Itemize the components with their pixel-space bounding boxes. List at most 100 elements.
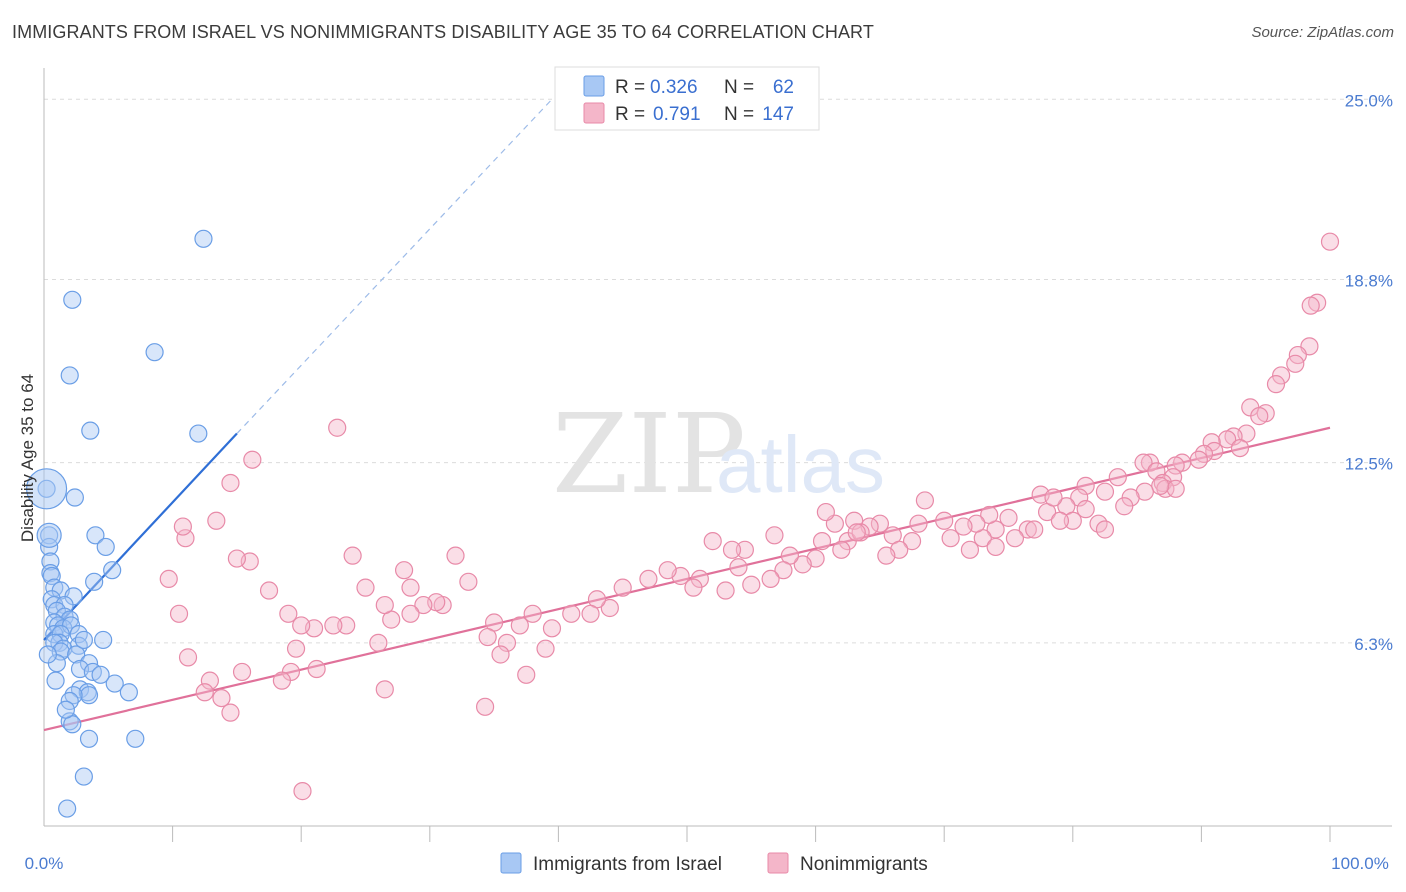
point-nonimmigrant bbox=[375, 680, 394, 699]
point-nonimmigrant bbox=[909, 514, 928, 533]
point-nonimmigrant bbox=[1050, 511, 1070, 530]
point-nonimmigrant bbox=[1025, 520, 1044, 539]
point-nonimmigrant bbox=[459, 572, 478, 591]
point-nonimmigrant bbox=[1044, 488, 1063, 507]
y-tick-label: 12.5% bbox=[1345, 455, 1393, 474]
y-tick-label: 6.3% bbox=[1354, 635, 1393, 654]
point-israel bbox=[105, 674, 124, 693]
point-israel bbox=[194, 229, 213, 248]
point-israel bbox=[65, 488, 84, 507]
point-nonimmigrant bbox=[1151, 476, 1170, 495]
point-nonimmigrant bbox=[1301, 296, 1320, 315]
point-israel bbox=[126, 729, 145, 748]
point-nonimmigrant bbox=[761, 569, 780, 589]
trendline-israel bbox=[43, 432, 238, 641]
x-tick-label: 100.0% bbox=[1331, 854, 1389, 873]
bottom-legend: Immigrants from Israel Nonimmigrants bbox=[500, 852, 928, 875]
point-nonimmigrant bbox=[915, 491, 935, 510]
point-israel bbox=[60, 712, 79, 731]
point-nonimmigrant bbox=[793, 555, 812, 574]
legend-r-label: R = bbox=[615, 77, 645, 98]
points bbox=[25, 229, 1340, 818]
point-israel bbox=[81, 421, 100, 440]
point-nonimmigrant bbox=[845, 511, 864, 530]
legend-n-value: 147 bbox=[762, 104, 794, 125]
point-nonimmigrant bbox=[1156, 479, 1175, 498]
trendlines bbox=[43, 98, 1331, 732]
tick-labels: 6.3% 12.5% 18.8% 25.0% 0.0% 100.0% bbox=[25, 91, 1393, 873]
point-nonimmigrant bbox=[1230, 438, 1250, 458]
point-nonimmigrant bbox=[1166, 479, 1185, 498]
point-nonimmigrant bbox=[562, 604, 581, 623]
point-nonimmigrant bbox=[832, 540, 851, 559]
legend-n-label: N = bbox=[724, 77, 754, 98]
point-nonimmigrant bbox=[613, 578, 632, 597]
point-nonimmigrant bbox=[1218, 430, 1237, 449]
point-nonimmigrant bbox=[414, 595, 433, 615]
point-nonimmigrant bbox=[1272, 366, 1291, 385]
point-israel bbox=[74, 630, 93, 650]
point-israel bbox=[189, 424, 208, 443]
point-nonimmigrant bbox=[935, 511, 954, 530]
point-nonimmigrant bbox=[356, 578, 375, 597]
point-nonimmigrant bbox=[497, 633, 517, 652]
point-nonimmigrant bbox=[478, 627, 497, 647]
point-nonimmigrant bbox=[1147, 462, 1166, 481]
point-nonimmigrant bbox=[375, 595, 394, 615]
chart-title: IMMIGRANTS FROM ISRAEL VS NONIMMIGRANTS … bbox=[12, 22, 874, 42]
point-nonimmigrant bbox=[1205, 441, 1224, 461]
point-nonimmigrant bbox=[1108, 468, 1127, 487]
point-nonimmigrant bbox=[1189, 450, 1208, 469]
point-nonimmigrant bbox=[954, 517, 973, 536]
point-nonimmigrant bbox=[999, 508, 1018, 527]
point-nonimmigrant bbox=[1063, 511, 1082, 530]
point-nonimmigrant bbox=[639, 569, 658, 589]
axes bbox=[43, 68, 1392, 842]
point-nonimmigrant bbox=[986, 537, 1005, 557]
point-israel bbox=[79, 729, 99, 748]
point-nonimmigrant bbox=[877, 546, 896, 565]
point-nonimmigrant bbox=[658, 561, 677, 580]
top-legend: R = 0.326 N = 62 R = 0.791 N = 147 bbox=[554, 66, 820, 131]
point-israel bbox=[119, 683, 138, 702]
point-nonimmigrant bbox=[1005, 529, 1025, 548]
point-nonimmigrant bbox=[742, 575, 761, 594]
point-nonimmigrant bbox=[703, 532, 722, 551]
point-nonimmigrant bbox=[1320, 232, 1340, 251]
point-nonimmigrant bbox=[259, 581, 279, 600]
legend-r-label: R = bbox=[615, 104, 645, 125]
chart-source: Source: ZipAtlas.com bbox=[1251, 24, 1394, 41]
point-nonimmigrant bbox=[1076, 476, 1095, 495]
point-israel bbox=[36, 522, 62, 548]
point-israel bbox=[79, 686, 99, 705]
point-nonimmigrant bbox=[1095, 482, 1115, 501]
point-israel bbox=[91, 665, 110, 684]
point-nonimmigrant bbox=[394, 561, 414, 580]
point-nonimmigrant bbox=[1076, 500, 1095, 519]
point-nonimmigrant bbox=[491, 645, 510, 664]
point-nonimmigrant bbox=[510, 616, 529, 635]
point-nonimmigrant bbox=[1070, 488, 1089, 507]
point-nonimmigrant bbox=[851, 523, 870, 542]
point-israel bbox=[96, 537, 115, 557]
point-nonimmigrant bbox=[816, 502, 835, 522]
point-nonimmigrant bbox=[1194, 444, 1214, 464]
legend-n-label: N = bbox=[724, 104, 754, 125]
point-nonimmigrant bbox=[401, 604, 420, 623]
point-nonimmigrant bbox=[200, 671, 219, 690]
point-nonimmigrant bbox=[1266, 375, 1286, 394]
point-israel bbox=[42, 566, 61, 586]
point-nonimmigrant bbox=[401, 578, 420, 597]
point-nonimmigrant bbox=[600, 598, 619, 618]
point-nonimmigrant bbox=[221, 473, 240, 493]
point-nonimmigrant bbox=[1018, 520, 1037, 539]
point-nonimmigrant bbox=[1115, 497, 1134, 516]
legend-n-value: 62 bbox=[773, 77, 794, 98]
point-israel bbox=[103, 561, 122, 580]
watermark-atlas: atlas bbox=[716, 420, 885, 509]
point-nonimmigrant bbox=[1250, 407, 1269, 426]
point-nonimmigrant bbox=[212, 688, 231, 708]
point-israel bbox=[46, 671, 65, 690]
point-nonimmigrant bbox=[735, 540, 754, 559]
